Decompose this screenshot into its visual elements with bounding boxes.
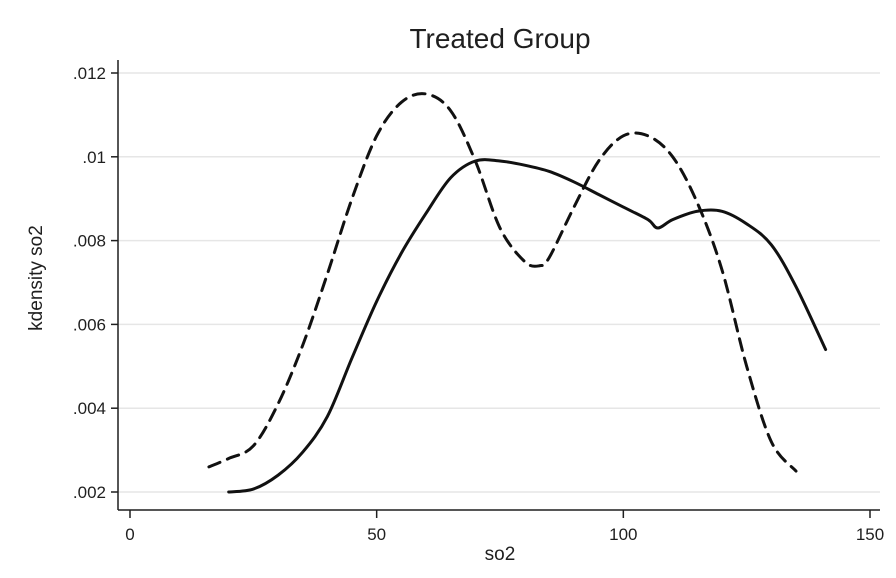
y-tick-label: .004 bbox=[73, 399, 106, 418]
x-tick-label: 100 bbox=[609, 525, 637, 544]
y-tick-label: .008 bbox=[73, 232, 106, 251]
x-axis-label: so2 bbox=[485, 544, 516, 565]
x-tick-label: 0 bbox=[125, 525, 134, 544]
y-axis-label: kdensity so2 bbox=[26, 225, 47, 331]
x-tick-label: 150 bbox=[856, 525, 884, 544]
y-tick-label: .012 bbox=[73, 64, 106, 83]
x-tick-label: 50 bbox=[367, 525, 386, 544]
y-tick-label: .006 bbox=[73, 315, 106, 334]
y-tick-label: .002 bbox=[73, 483, 106, 502]
solid-density-line bbox=[227, 158, 828, 494]
tick-labels: .002 .004 .006 .008 .01 .012 0 50 100 150 bbox=[73, 64, 884, 544]
y-tick-label: .01 bbox=[82, 148, 106, 167]
axes bbox=[111, 60, 880, 518]
chart-title: Treated Group bbox=[409, 23, 590, 54]
series-lines bbox=[207, 92, 828, 494]
